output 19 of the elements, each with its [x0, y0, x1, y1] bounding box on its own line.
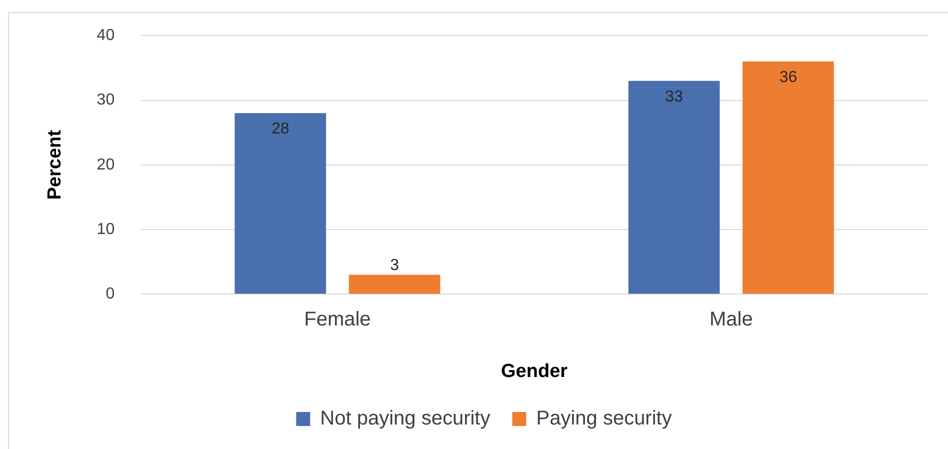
bar: [234, 113, 326, 294]
x-tick-label: Female: [304, 308, 371, 331]
data-label: 28: [271, 120, 290, 138]
x-tick-label: Male: [709, 308, 753, 331]
bar: [348, 274, 440, 294]
legend-label: Paying security: [536, 408, 672, 430]
y-tick-label: 30: [96, 92, 115, 109]
bar: [628, 80, 720, 294]
legend-label: Not paying security: [320, 408, 490, 430]
y-axis-title: Percent: [44, 129, 66, 200]
data-label: 36: [779, 68, 798, 86]
x-axis-title: Gender: [501, 360, 568, 382]
bar: [742, 61, 834, 294]
data-label: 33: [665, 88, 684, 106]
y-tick-label: 0: [106, 286, 115, 303]
data-label: 3: [390, 257, 400, 274]
y-tick-label: 40: [96, 27, 115, 44]
y-tick-label: 20: [96, 156, 115, 174]
y-tick-label: 10: [96, 220, 115, 238]
